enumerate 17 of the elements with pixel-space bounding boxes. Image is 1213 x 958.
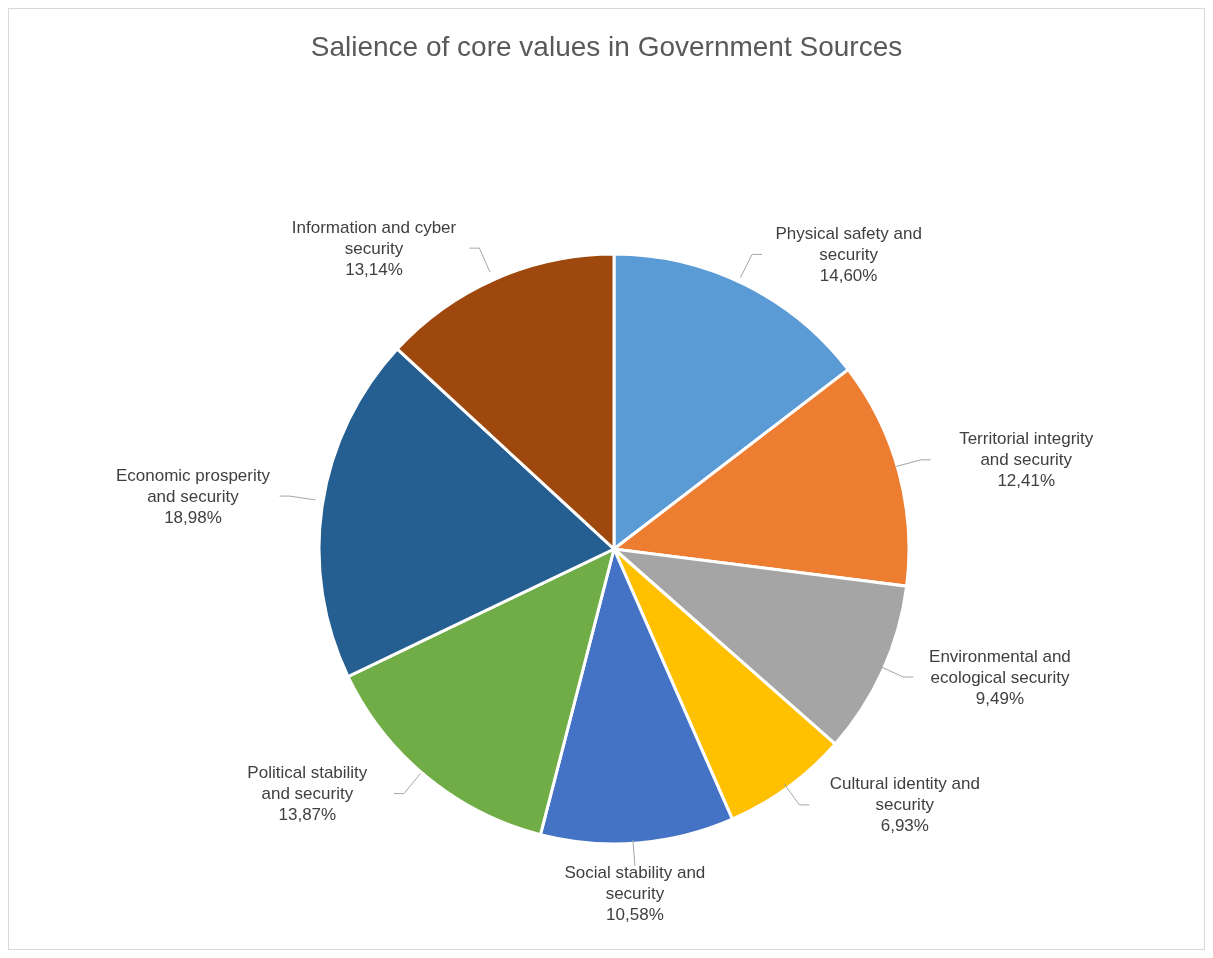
- data-label: 13,14%: [345, 259, 403, 279]
- data-label: 6,93%: [880, 816, 929, 836]
- slice-label: Cultural identity and security: [829, 774, 980, 815]
- slice-label: Economic prosperity and security: [115, 465, 271, 506]
- slice-label: Information and cyber security: [291, 217, 457, 258]
- data-label: 14,60%: [819, 265, 878, 285]
- data-label: 18,98%: [164, 507, 222, 527]
- slice-label: Territorial integrity and security: [959, 429, 1094, 470]
- data-label: 9,49%: [975, 688, 1025, 708]
- data-label: 13,87%: [278, 805, 337, 825]
- slice-label: Physical safety and security: [775, 223, 922, 264]
- data-label: 10,58%: [606, 904, 664, 924]
- data-label: 12,41%: [997, 471, 1056, 491]
- slice-label: Environmental and ecological security: [929, 646, 1071, 687]
- chart-title: Salience of core values in Government Sources: [309, 31, 904, 63]
- slice-label: Social stability and security: [564, 862, 706, 903]
- slice-label: Political stability and security: [247, 763, 368, 804]
